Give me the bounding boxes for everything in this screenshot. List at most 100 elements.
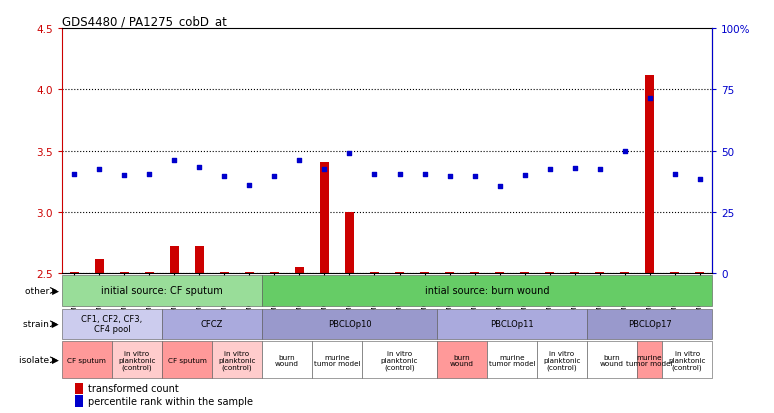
Point [694,176,706,183]
Bar [587,342,637,378]
Bar [62,309,162,339]
Bar [162,309,262,339]
Text: CFCZ: CFCZ [200,320,223,328]
Text: in vitro
planktonic
(control): in vitro planktonic (control) [118,350,156,370]
Bar [212,342,262,378]
Bar [695,272,704,273]
Point [68,171,80,178]
Point [643,95,656,102]
Point [93,166,105,173]
Bar [262,309,437,339]
Point [218,173,231,180]
Bar [620,272,629,273]
Text: other ▶: other ▶ [25,286,59,295]
Text: murine
tumor model: murine tumor model [626,354,673,366]
Bar [437,309,587,339]
Bar [245,272,254,273]
Bar [195,247,204,273]
Bar [570,272,579,273]
Text: CF sputum: CF sputum [67,357,106,363]
Text: percentile rank within the sample: percentile rank within the sample [88,396,253,406]
Bar [112,342,162,378]
Text: CF sputum: CF sputum [167,357,207,363]
Bar [470,272,479,273]
Bar [370,272,379,273]
Point [444,173,456,180]
Point [368,171,381,178]
Point [493,183,505,190]
Bar [520,272,529,273]
Text: murine
tumor model: murine tumor model [488,354,536,366]
Text: in vitro
planktonic
(control): in vitro planktonic (control) [543,350,580,370]
Text: PBCLOp17: PBCLOp17 [628,320,671,328]
Text: burn
wound: burn wound [450,354,474,366]
Point [194,164,206,171]
Bar [420,272,429,273]
Text: isolate ▶: isolate ▶ [19,356,59,364]
Text: initial source: CF sputum: initial source: CF sputum [101,286,223,296]
Text: PBCLOp10: PBCLOp10 [327,320,372,328]
Bar [320,162,329,273]
Bar [270,272,279,273]
Bar [295,268,304,273]
Point [269,173,281,180]
Bar [75,396,83,406]
Bar [587,309,712,339]
Bar [445,272,454,273]
Point [669,171,681,178]
Bar [62,342,112,378]
Point [168,158,180,164]
Bar [262,275,712,306]
Point [344,150,356,157]
Bar [637,342,662,378]
Bar [662,342,712,378]
Bar [487,342,537,378]
Bar [362,342,437,378]
Point [393,171,406,178]
Bar [62,275,262,306]
Bar [70,272,79,273]
Text: GDS4480 / PA1275_cobD_at: GDS4480 / PA1275_cobD_at [62,15,227,28]
Bar [170,247,179,273]
Point [594,166,606,173]
Text: murine
tumor model: murine tumor model [313,354,361,366]
Text: PBCLOp11: PBCLOp11 [490,320,534,328]
Text: intial source: burn wound: intial source: burn wound [425,286,550,296]
Bar [595,272,604,273]
Bar [262,342,312,378]
Point [318,166,330,173]
Text: burn
wound: burn wound [275,354,299,366]
Point [418,171,430,178]
Bar [312,342,362,378]
Bar [670,272,679,273]
Bar [396,272,404,273]
Point [568,165,580,172]
Text: strain ▶: strain ▶ [23,320,59,328]
Point [143,171,156,178]
Bar [220,272,229,273]
Text: in vitro
planktonic
(control): in vitro planktonic (control) [381,350,418,370]
Text: transformed count: transformed count [88,384,179,394]
Point [543,166,556,173]
Text: burn
wound: burn wound [600,354,624,366]
Point [618,148,631,154]
Point [243,182,255,189]
Point [118,172,131,179]
Point [468,173,481,180]
Text: CF1, CF2, CF3,
CF4 pool: CF1, CF2, CF3, CF4 pool [81,315,142,333]
Bar [120,272,128,273]
Bar [162,342,212,378]
Bar [145,272,154,273]
Point [519,172,531,179]
Bar [646,76,654,273]
Bar [437,342,487,378]
Bar [495,272,504,273]
Bar [345,212,354,273]
Bar [95,259,104,273]
Bar [537,342,587,378]
Bar [75,383,83,394]
Point [293,158,306,164]
Bar [545,272,554,273]
Text: in vitro
planktonic
(control): in vitro planktonic (control) [668,350,706,370]
Text: in vitro
planktonic
(control): in vitro planktonic (control) [218,350,255,370]
